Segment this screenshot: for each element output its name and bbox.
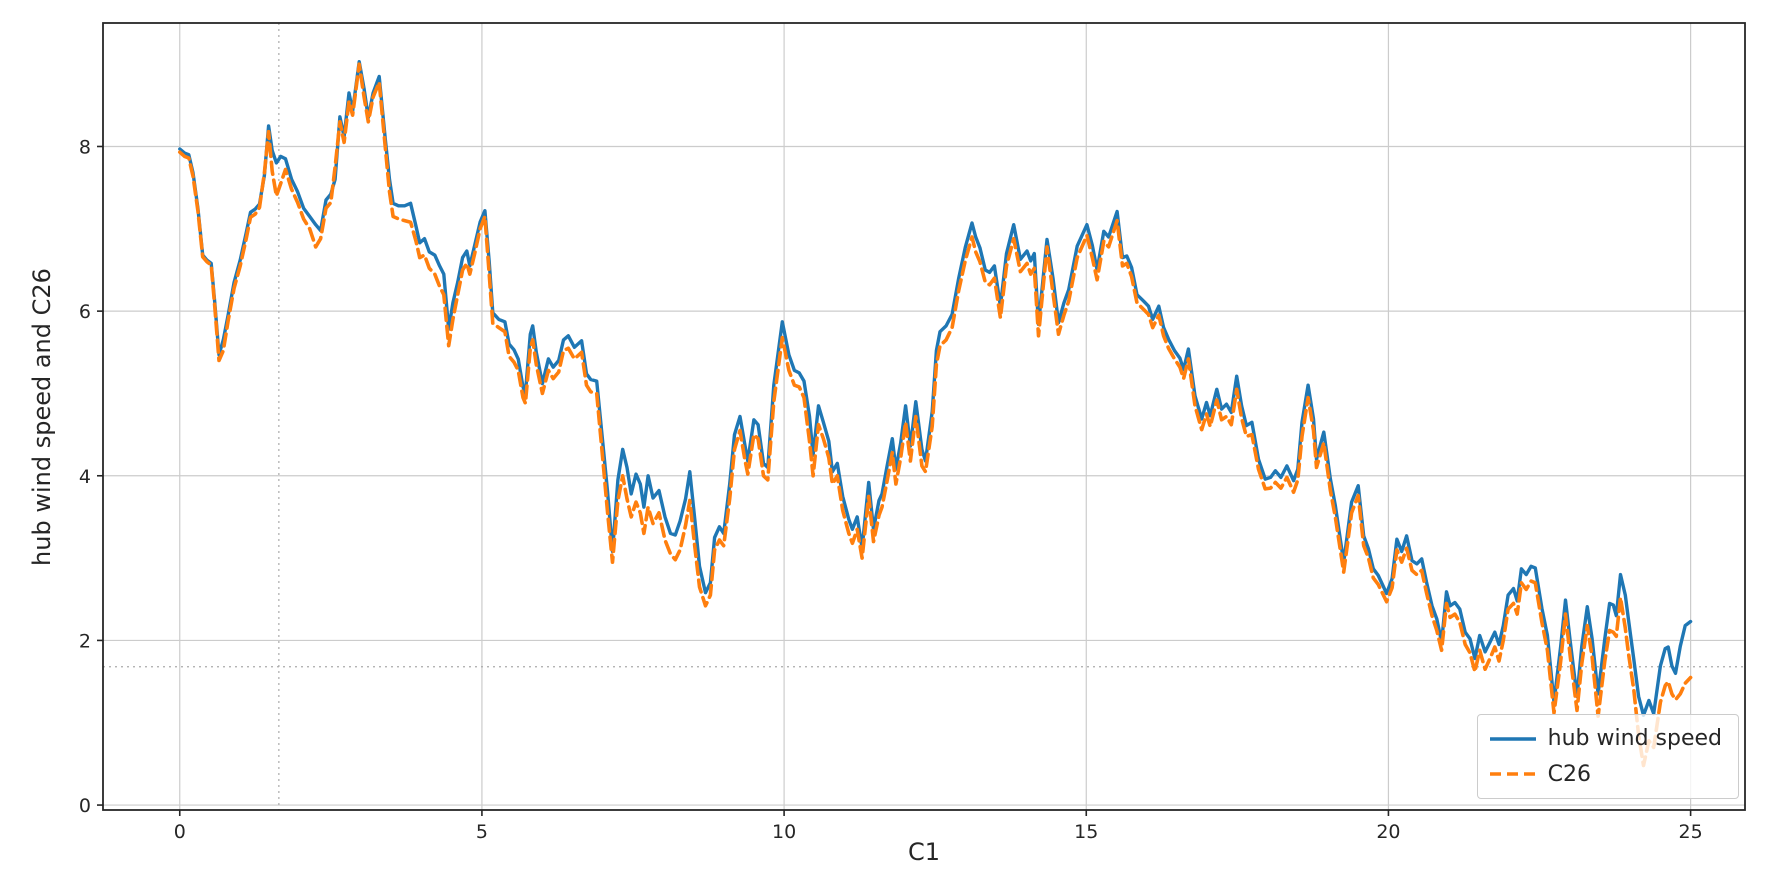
solid-line-swatch-icon xyxy=(1489,737,1536,741)
svg-text:8: 8 xyxy=(79,136,91,158)
svg-text:5: 5 xyxy=(476,821,488,843)
legend-entry-hub-wind-speed: hub wind speed xyxy=(1489,725,1722,753)
legend-entry-c26: C26 xyxy=(1489,761,1722,789)
svg-text:2: 2 xyxy=(79,630,91,652)
x-axis-label: C1 xyxy=(907,838,941,866)
svg-text:6: 6 xyxy=(79,301,91,323)
svg-text:4: 4 xyxy=(79,466,91,488)
svg-text:20: 20 xyxy=(1376,821,1400,843)
svg-text:0: 0 xyxy=(79,795,91,817)
legend-label: C26 xyxy=(1547,761,1592,787)
svg-text:15: 15 xyxy=(1074,821,1098,843)
dashed-line-swatch-icon xyxy=(1489,772,1536,776)
legend-label: hub wind speed xyxy=(1547,726,1722,751)
y-axis-label: hub wind speed and C26 xyxy=(28,268,56,566)
svg-text:0: 0 xyxy=(174,821,186,843)
legend: hub wind speed C26 xyxy=(1476,714,1739,799)
svg-text:10: 10 xyxy=(772,821,796,843)
svg-text:25: 25 xyxy=(1679,821,1703,843)
